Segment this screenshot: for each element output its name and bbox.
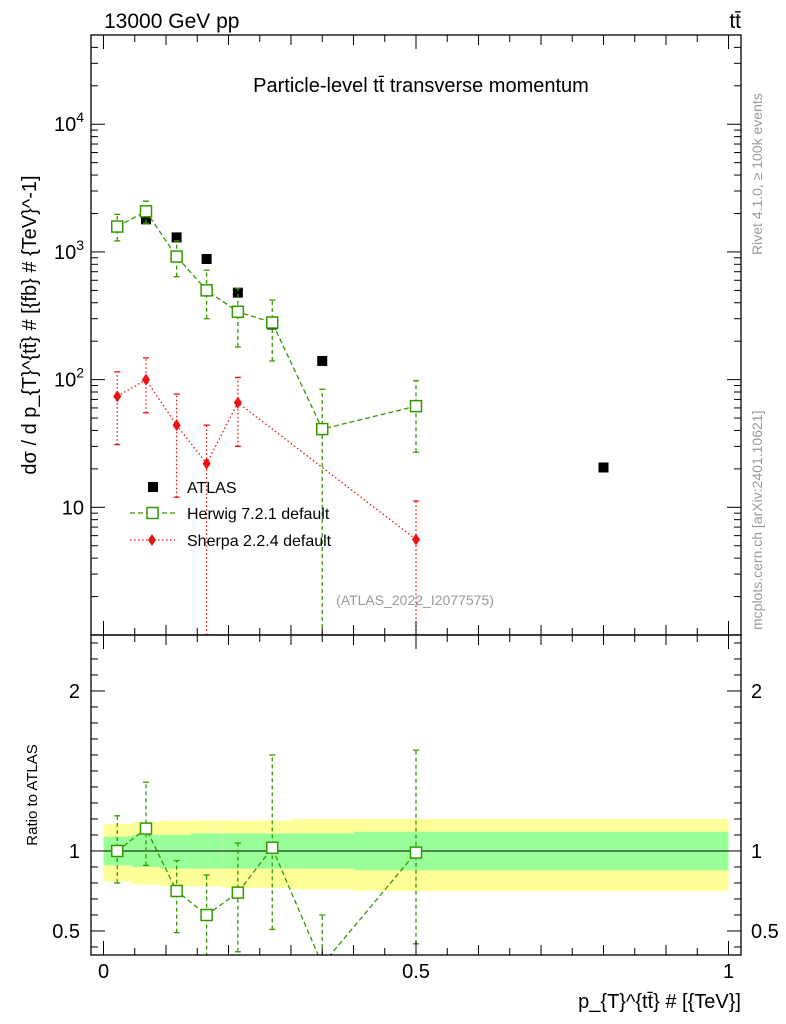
ratio-herwig-point — [409, 846, 423, 859]
ratio-y-tick-label-right: 0.5 — [751, 921, 779, 943]
herwig-point — [200, 284, 213, 297]
legend-atlas-marker — [148, 482, 158, 492]
ratio-herwig-point — [266, 841, 279, 855]
ratio-y-tick-label: 1 — [69, 841, 80, 863]
ratio-y-tick-label: 2 — [69, 681, 80, 703]
ratio-y-tick-label: 0.5 — [52, 921, 80, 943]
atlas-point — [171, 232, 182, 243]
legend-sherpa-marker — [148, 534, 156, 546]
process-label: tt̄ — [729, 10, 741, 33]
x-axis-title: p_{T}^{tt̄} # [{TeV}] — [578, 991, 741, 1013]
main-plot-title: Particle-level tt̄ transverse momentum — [253, 75, 589, 97]
y-tick-label: 102 — [54, 365, 84, 392]
sherpa-point — [172, 419, 181, 432]
legend-herwig-marker — [146, 506, 159, 520]
herwig-point — [170, 250, 183, 263]
atlas-point — [598, 462, 609, 473]
ratio-y-axis-title: Ratio to ATLAS — [24, 744, 41, 845]
analysis-tag: (ATLAS_2022_I2077575) — [336, 592, 494, 608]
mcplots-label: mcplots.cern.ch [arXiv:2401.10621] — [749, 411, 765, 630]
ratio-herwig-point — [170, 884, 183, 898]
herwig-point — [266, 316, 279, 329]
sherpa-point — [233, 396, 242, 409]
herwig-point — [111, 220, 124, 233]
ratio-herwig-line — [116, 827, 417, 955]
ratio-herwig-point — [317, 959, 328, 970]
herwig-point — [409, 399, 423, 413]
sherpa-point — [113, 390, 122, 403]
y-tick-label: 103 — [54, 237, 84, 264]
herwig-line — [116, 210, 417, 430]
sherpa-line — [116, 378, 417, 540]
x-tick-label: 1 — [723, 961, 734, 983]
ratio-y-tick-label-right: 1 — [751, 841, 762, 863]
atlas-point — [317, 355, 328, 366]
x-tick-label: 0.5 — [402, 961, 430, 983]
legend-entry-label: Herwig 7.2.1 default — [187, 506, 330, 523]
atlas-point — [201, 254, 212, 265]
herwig-point — [316, 422, 329, 436]
ratio-y-tick-label-right: 2 — [751, 681, 762, 703]
sherpa-point — [412, 533, 420, 546]
atlas-point — [232, 287, 243, 298]
sherpa-point — [202, 457, 211, 470]
uncertainty-band-inner — [159, 835, 191, 869]
legend-entry-label: ATLAS — [187, 480, 237, 497]
x-tick-label: 0 — [98, 961, 109, 983]
sherpa-point — [142, 373, 150, 386]
legend-entry-label: Sherpa 2.2.4 default — [187, 533, 332, 550]
herwig-point — [139, 205, 153, 218]
ratio-herwig-point — [231, 886, 245, 899]
rivet-version-label: Rivet 4.1.0, ≥ 100k events — [749, 93, 765, 255]
ratio-herwig-point — [111, 844, 124, 858]
main-y-axis-title: dσ / d p_{T}^{tt̄} # [{fb} # {TeV}^-1] — [19, 175, 41, 474]
ratio-herwig-point — [200, 908, 213, 922]
energy-label: 13000 GeV pp — [104, 10, 239, 33]
y-tick-label: 104 — [54, 109, 84, 136]
y-tick-label: 10 — [62, 497, 84, 519]
ratio-herwig-point — [139, 822, 153, 835]
herwig-point — [231, 305, 245, 319]
